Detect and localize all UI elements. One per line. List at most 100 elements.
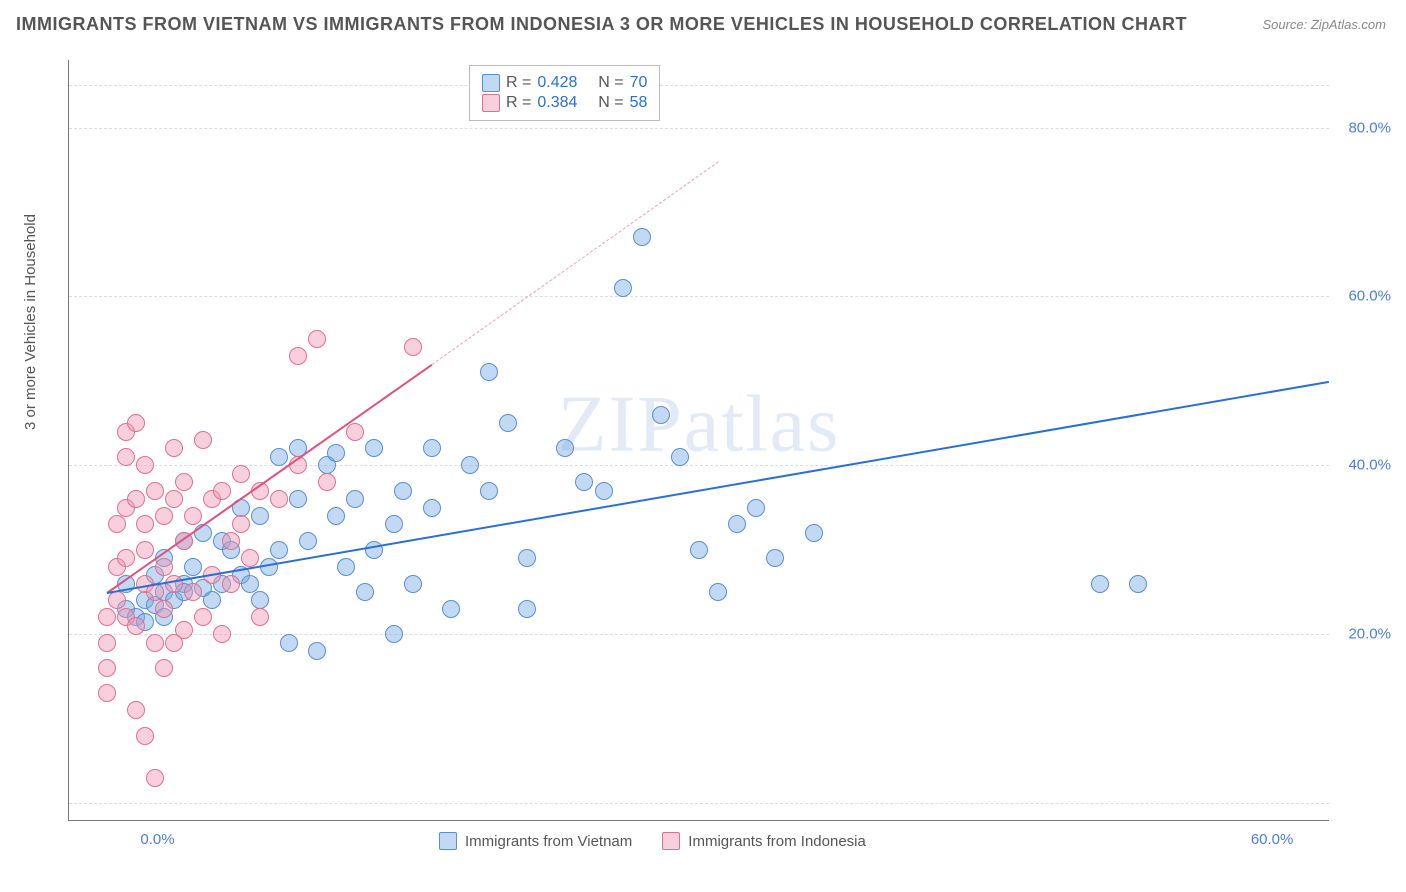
- data-point: [575, 473, 593, 491]
- gridline-h: [69, 128, 1329, 129]
- r-value-indonesia: 0.384: [537, 94, 577, 112]
- data-point: [136, 456, 154, 474]
- data-point: [280, 634, 298, 652]
- data-point: [671, 448, 689, 466]
- data-point: [155, 558, 173, 576]
- data-point: [690, 541, 708, 559]
- data-point: [289, 347, 307, 365]
- data-point: [289, 490, 307, 508]
- data-point: [146, 769, 164, 787]
- y-tick-label: 20.0%: [1336, 626, 1391, 643]
- n-value-vietnam: 70: [630, 74, 648, 92]
- data-point: [805, 524, 823, 542]
- data-point: [108, 591, 126, 609]
- data-point: [318, 473, 336, 491]
- data-point: [633, 228, 651, 246]
- data-point: [766, 549, 784, 567]
- data-point: [184, 507, 202, 525]
- trend-line: [431, 161, 718, 364]
- data-point: [251, 507, 269, 525]
- data-point: [595, 482, 613, 500]
- data-point: [337, 558, 355, 576]
- data-point: [184, 558, 202, 576]
- source-label: Source:: [1262, 17, 1310, 32]
- data-point: [1129, 575, 1147, 593]
- data-point: [213, 482, 231, 500]
- data-point: [327, 507, 345, 525]
- data-point: [98, 608, 116, 626]
- swatch-pink: [662, 832, 680, 850]
- legend-label-vietnam: Immigrants from Vietnam: [465, 833, 632, 850]
- data-point: [136, 515, 154, 533]
- data-point: [232, 515, 250, 533]
- data-point: [127, 617, 145, 635]
- data-point: [184, 583, 202, 601]
- data-point: [165, 439, 183, 457]
- data-point: [728, 515, 746, 533]
- data-point: [127, 701, 145, 719]
- legend-item-vietnam: Immigrants from Vietnam: [439, 832, 632, 850]
- y-tick-label: 60.0%: [1336, 288, 1391, 305]
- data-point: [146, 634, 164, 652]
- chart-title: IMMIGRANTS FROM VIETNAM VS IMMIGRANTS FR…: [16, 14, 1187, 35]
- data-point: [127, 414, 145, 432]
- gridline-h: [69, 85, 1329, 86]
- r-label: R =: [506, 74, 531, 92]
- data-point: [499, 414, 517, 432]
- data-point: [194, 608, 212, 626]
- data-point: [127, 490, 145, 508]
- gridline-h: [69, 296, 1329, 297]
- data-point: [222, 575, 240, 593]
- data-point: [270, 448, 288, 466]
- data-point: [222, 532, 240, 550]
- data-point: [308, 642, 326, 660]
- data-point: [117, 448, 135, 466]
- data-point: [346, 423, 364, 441]
- data-point: [98, 634, 116, 652]
- source: Source: ZipAtlas.com: [1262, 16, 1386, 34]
- watermark-zip: ZIP: [558, 380, 684, 468]
- data-point: [385, 515, 403, 533]
- data-point: [356, 583, 374, 601]
- data-point: [270, 490, 288, 508]
- data-point: [423, 499, 441, 517]
- data-point: [747, 499, 765, 517]
- data-point: [194, 431, 212, 449]
- data-point: [165, 490, 183, 508]
- data-point: [394, 482, 412, 500]
- watermark-atlas: atlas: [684, 380, 841, 468]
- data-point: [365, 541, 383, 559]
- data-point: [461, 456, 479, 474]
- data-point: [365, 439, 383, 457]
- legend-item-indonesia: Immigrants from Indonesia: [662, 832, 866, 850]
- data-point: [480, 363, 498, 381]
- data-point: [518, 549, 536, 567]
- data-point: [1091, 575, 1109, 593]
- source-value: ZipAtlas.com: [1311, 17, 1386, 32]
- data-point: [404, 338, 422, 356]
- data-point: [241, 549, 259, 567]
- watermark: ZIPatlas: [558, 379, 841, 470]
- series-legend: Immigrants from Vietnam Immigrants from …: [439, 832, 866, 850]
- r-label: R =: [506, 94, 531, 112]
- gridline-h: [69, 465, 1329, 466]
- data-point: [175, 473, 193, 491]
- data-point: [155, 507, 173, 525]
- data-point: [165, 575, 183, 593]
- data-point: [385, 625, 403, 643]
- data-point: [404, 575, 422, 593]
- legend-row-indonesia: R = 0.384 N = 58: [482, 94, 647, 112]
- data-point: [117, 549, 135, 567]
- data-point: [251, 591, 269, 609]
- data-point: [136, 727, 154, 745]
- data-point: [556, 439, 574, 457]
- n-label: N =: [598, 74, 623, 92]
- data-point: [308, 330, 326, 348]
- data-point: [251, 608, 269, 626]
- y-axis-label: 3 or more Vehicles in Household: [22, 214, 39, 430]
- data-point: [213, 625, 231, 643]
- data-point: [709, 583, 727, 601]
- trend-line: [107, 381, 1329, 594]
- data-point: [203, 591, 221, 609]
- n-value-indonesia: 58: [630, 94, 648, 112]
